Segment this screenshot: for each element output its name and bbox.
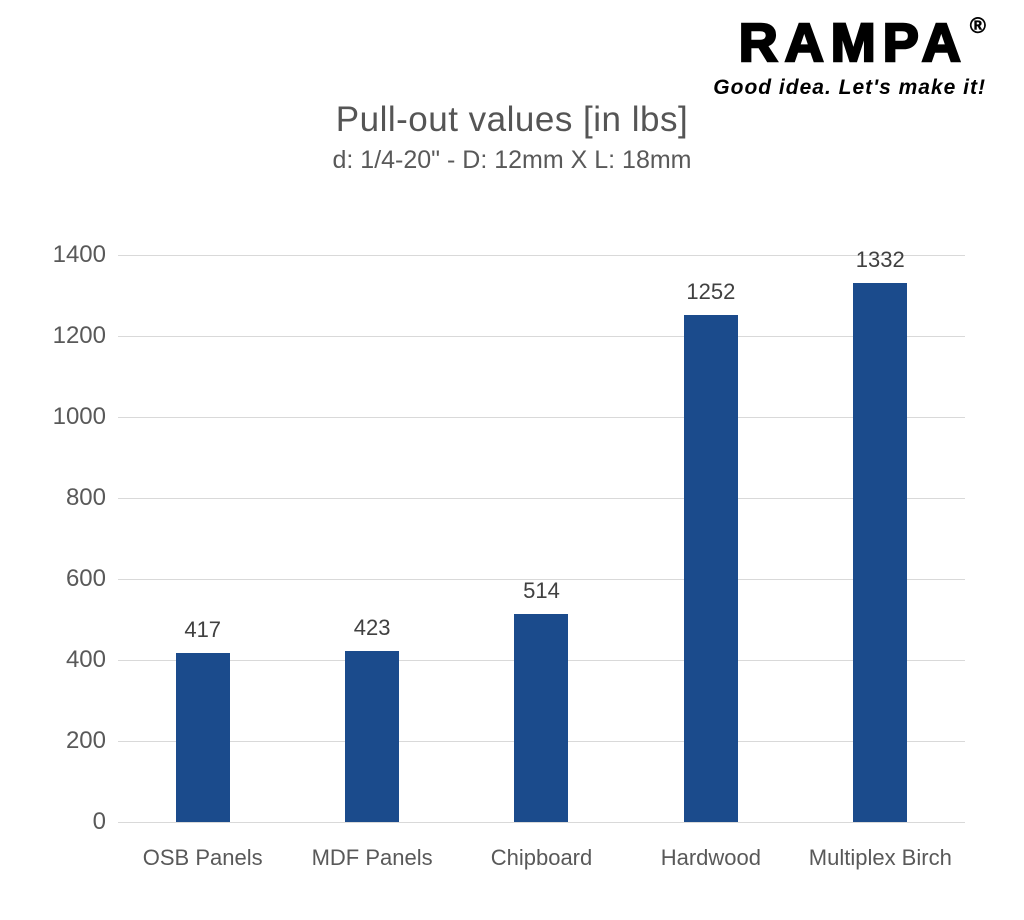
- gridline-600: [118, 579, 965, 580]
- bar-slot-3: 1252 Hardwood: [626, 255, 795, 870]
- logo-tagline: Good idea. Let's make it!: [713, 75, 986, 99]
- y-tick-label-400: 400: [65, 646, 106, 673]
- registered-trademark-icon: ®: [969, 13, 987, 38]
- data-label-mdf-panels: 423: [353, 614, 391, 640]
- data-label-multiplex-birch: 1332: [855, 246, 905, 272]
- data-label-chipboard: 514: [523, 577, 560, 603]
- y-tick-label-1200: 1200: [52, 322, 106, 349]
- y-tick-label-800: 800: [65, 484, 106, 511]
- bar-slot-4: 1332 Multiplex Birch: [796, 248, 965, 870]
- data-label-hardwood: 1252: [686, 278, 736, 304]
- bar-multiplex-birch: [853, 282, 908, 822]
- y-tick-label-0: 0: [92, 808, 106, 835]
- gridline-800: [118, 498, 965, 499]
- rampa-logo-wordmark: RAMPA®: [713, 13, 987, 73]
- y-tick-label-1000: 1000: [52, 403, 106, 430]
- y-tick-label-200: 200: [65, 727, 106, 754]
- x-tick-label-multiplex-birch: Multiplex Birch: [808, 845, 952, 870]
- chart-header: Pull-out values [in lbs] d: 1/4-20" - D:…: [0, 100, 1024, 175]
- bar-slot-2: 514 Chipboard: [457, 255, 626, 870]
- y-tick-label-1400: 1400: [52, 241, 106, 268]
- bar-slot-0: 417 OSB Panels: [118, 255, 287, 870]
- bar-osb-panels: [175, 653, 230, 822]
- bar-chipboard: [514, 613, 569, 822]
- brand-name: RAMPA: [738, 13, 968, 73]
- x-tick-label-chipboard: Chipboard: [490, 845, 593, 870]
- gridline-1400: [118, 255, 965, 256]
- bar-slot-1: 423 MDF Panels: [287, 255, 456, 870]
- x-tick-label-hardwood: Hardwood: [660, 845, 762, 870]
- gridline-1200: [118, 336, 965, 337]
- rampa-logo: RAMPA® Good idea. Let's make it!: [713, 13, 987, 100]
- x-tick-label-osb-panels: OSB Panels: [142, 845, 263, 870]
- x-tick-label-mdf-panels: MDF Panels: [311, 845, 433, 870]
- y-axis: 0 200 400 600 800 1000 1200 1400: [0, 243, 106, 834]
- gridline-0: [118, 822, 965, 823]
- plot-area: 417 OSB Panels 423 MDF Panels 514 Chipboard 12…: [118, 248, 965, 870]
- data-label-osb-panels: 417: [184, 617, 222, 643]
- bar-hardwood: [683, 314, 738, 822]
- chart-title: Pull-out values [in lbs]: [335, 100, 689, 139]
- y-tick-label-600: 600: [65, 565, 106, 592]
- chart-subtitle: d: 1/4-20" - D: 12mm X L: 18mm: [332, 146, 692, 174]
- bar-mdf-panels: [345, 650, 400, 822]
- gridline-1000: [118, 417, 965, 418]
